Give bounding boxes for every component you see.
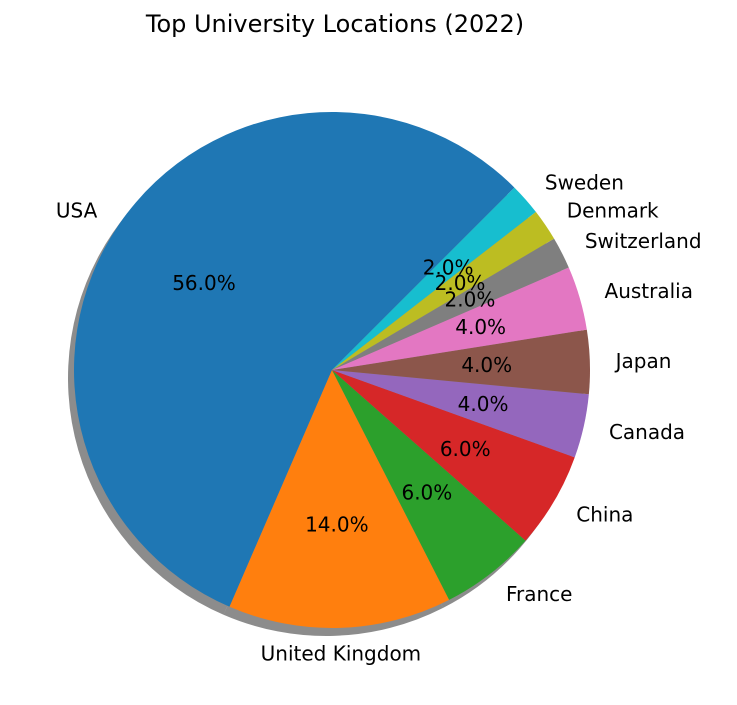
pie-labels: USA 56.0% United Kingdom 14.0% France 6.0% Chi…: [56, 170, 702, 665]
slice-australia: [332, 267, 587, 370]
slice-usa: [73, 112, 515, 607]
pct-canada: 4.0%: [458, 392, 509, 416]
slice-switzerland: [332, 238, 569, 370]
label-united-kingdom: United Kingdom: [261, 642, 422, 666]
pct-china: 6.0%: [440, 437, 491, 461]
label-denmark: Denmark: [567, 198, 659, 222]
slice-united-kingdom: [229, 370, 450, 628]
slice-france: [332, 370, 526, 600]
slice-sweden: [332, 187, 536, 370]
pct-sweden: 2.0%: [423, 256, 474, 280]
slice-canada: [332, 370, 589, 458]
pct-usa: 56.0%: [172, 271, 236, 295]
pct-japan: 4.0%: [461, 353, 512, 377]
chart-title: Top University Locations (2022): [145, 10, 525, 38]
slice-japan: [332, 329, 591, 395]
pct-denmark: 2.0%: [435, 271, 486, 295]
slice-denmark: [332, 211, 555, 370]
label-canada: Canada: [609, 420, 685, 444]
label-china: China: [576, 502, 633, 526]
label-sweden: Sweden: [545, 170, 624, 194]
pie-slices: [73, 112, 591, 628]
pct-united-kingdom: 14.0%: [305, 513, 369, 537]
pct-australia: 4.0%: [455, 315, 506, 339]
pct-switzerland: 2.0%: [445, 288, 496, 312]
label-australia: Australia: [605, 279, 693, 303]
label-france: France: [506, 582, 573, 606]
pct-france: 6.0%: [401, 480, 452, 504]
label-usa: USA: [56, 198, 98, 222]
label-switzerland: Switzerland: [585, 229, 702, 253]
slice-china: [332, 370, 575, 541]
label-japan: Japan: [614, 349, 672, 373]
